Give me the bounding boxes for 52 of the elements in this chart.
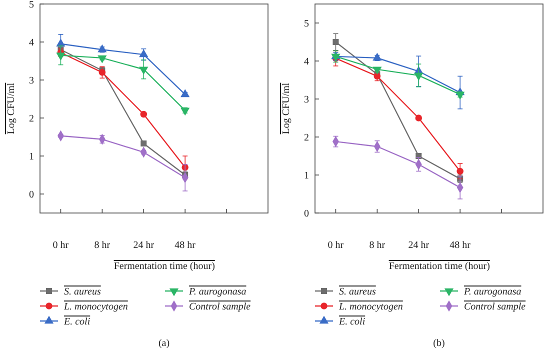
y-tick-label: 1: [304, 170, 309, 182]
point: [414, 72, 424, 81]
y-tick-label: 3: [29, 76, 34, 86]
y-tick-label: 1: [29, 152, 34, 162]
x-tick-label: 0 hr: [52, 240, 70, 251]
y-tick-label: 4: [29, 38, 34, 48]
point: [140, 140, 147, 146]
x-tick-label: 24 hr: [408, 240, 430, 251]
point: [415, 114, 422, 122]
y-tick-label: 2: [304, 132, 309, 144]
y-tick-label: 2: [29, 114, 34, 124]
x-tick-label: 48 hr: [450, 240, 472, 251]
x-tick-label: 0 hr: [328, 240, 344, 251]
x-axis-title: Fermentation time (hour): [114, 261, 215, 272]
point: [140, 110, 148, 118]
legend-label: Control sample: [464, 302, 526, 312]
point: [180, 108, 190, 116]
text: (b): [433, 338, 445, 349]
point: [180, 89, 190, 98]
x-axis-title: Fermentation time (hour): [388, 261, 490, 272]
point: [374, 72, 381, 80]
point: [372, 52, 382, 61]
legend-label: E. coli: [338, 316, 366, 328]
legend-label: P. aurogonasa: [463, 286, 522, 298]
point: [332, 39, 339, 45]
legend-label: P. aurogonasa: [188, 286, 246, 298]
x-tick-label: 8 hr: [369, 240, 386, 251]
legend-label: S. aureus: [339, 286, 376, 298]
y-tick-label: 0: [304, 208, 309, 220]
y-tick-label: 0: [29, 190, 34, 200]
point: [456, 92, 465, 100]
y-tick-label: 3: [304, 94, 309, 106]
y-tick-label: 5: [29, 0, 34, 10]
x-tick-label: 24 hr: [133, 240, 155, 251]
text: (a): [158, 338, 170, 349]
point: [98, 44, 107, 52]
legend-label: S. aureus: [64, 286, 101, 298]
x-tick-label: 48 hr: [174, 240, 196, 251]
y-axis-title: Log CFU/ml: [281, 82, 292, 134]
point: [139, 66, 148, 75]
legend-label: L. monocytogen: [338, 302, 403, 312]
x-tick-label: 8 hr: [94, 240, 111, 251]
y-tick-label: 4: [304, 56, 309, 68]
y-axis-title: Log CFU/ml: [6, 82, 17, 134]
point: [56, 52, 66, 61]
legend-label: L. monocytogen: [63, 302, 128, 312]
point: [98, 55, 107, 64]
legend-label: E. coli: [63, 316, 90, 328]
legend-label: Control sample: [189, 302, 252, 312]
point: [98, 69, 106, 76]
y-tick-label: 5: [304, 18, 309, 30]
point: [139, 49, 148, 58]
